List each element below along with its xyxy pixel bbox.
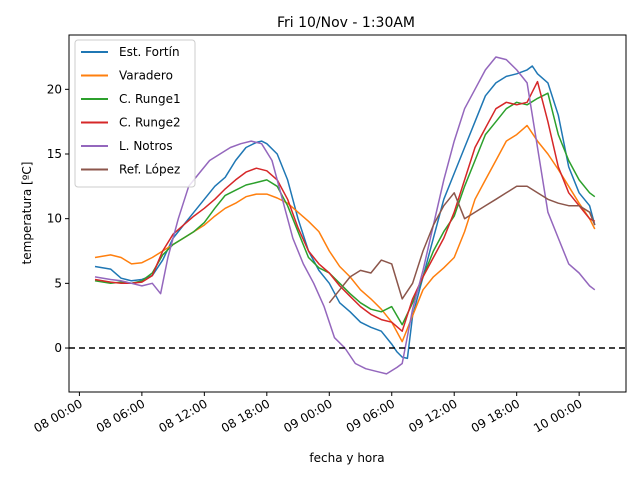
series-line-4 [94,56,596,375]
legend-label: C. Runge2 [119,116,181,130]
y-tick-label: 10 [47,212,62,226]
legend-box [74,39,196,188]
y-axis-label: temperatura [ºC] [20,162,34,265]
legend-label: C. Runge1 [119,92,181,106]
legend-label: Ref. López [119,163,180,177]
y-tick-label: 5 [54,276,62,290]
legend: Est. Fortín Varadero C. Runge1 C. Runge2 L. … [74,39,196,188]
y-tick-label: 0 [54,341,62,355]
legend-label: Est. Fortín [119,45,180,59]
y-axis: 0 5 10 15 20 [47,82,69,355]
plot-frame [68,34,627,393]
series-line-5 [328,185,596,304]
plot-area [69,56,626,375]
y-tick-label: 20 [47,82,62,96]
chart-title: Fri 10/Nov - 1:30AM [277,15,415,31]
series-line-2 [94,92,596,326]
series-line-0 [94,65,596,360]
x-axis-label: fecha y hora [309,451,384,465]
y-tick-label: 15 [47,147,62,161]
legend-label: L. Notros [119,139,173,153]
legend-label: Varadero [119,69,173,83]
series-line-3 [94,80,596,332]
series-layer [94,56,596,375]
